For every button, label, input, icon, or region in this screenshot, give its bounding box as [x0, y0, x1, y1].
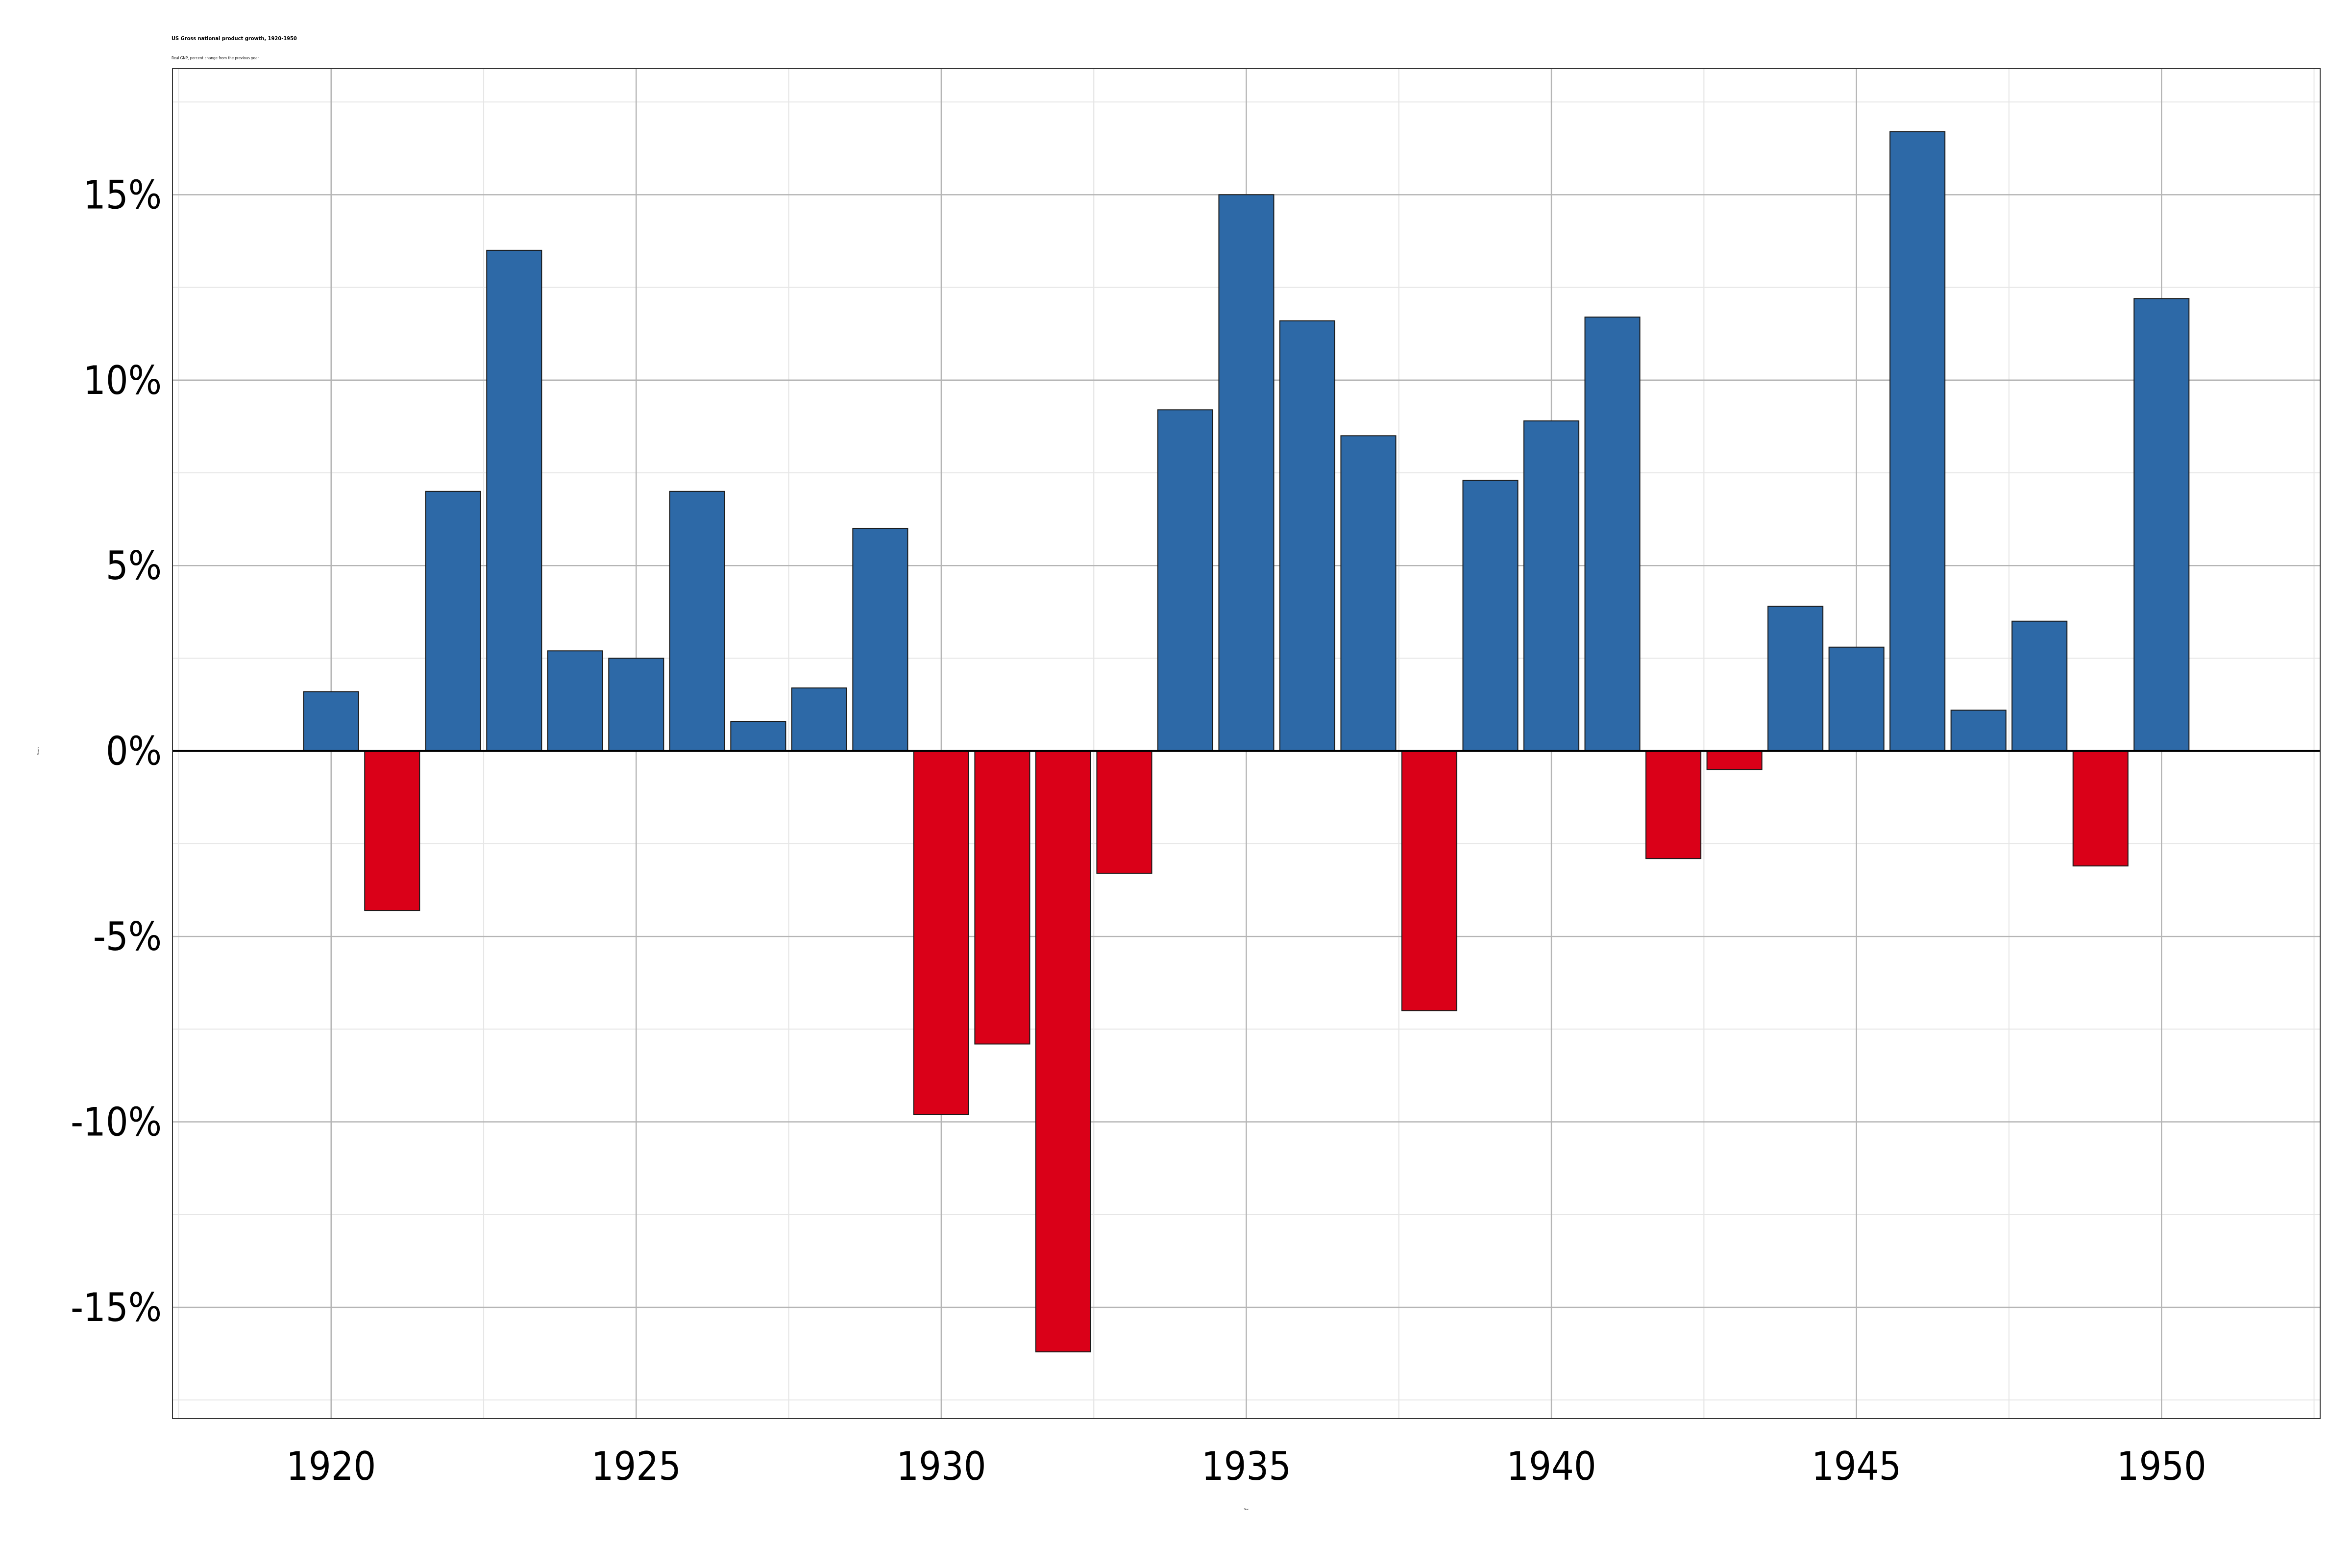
chart-subtitle: Real GNP, percent change from the previo…	[172, 56, 259, 60]
y-tick-label: -5%	[93, 914, 162, 959]
bar-1942	[1645, 750, 1702, 859]
bar-1949	[2072, 750, 2129, 867]
bar-1932	[1035, 750, 1091, 1352]
bar-1947	[1950, 710, 2007, 752]
y-tick-label: -15%	[71, 1285, 162, 1330]
bar-1940	[1523, 420, 1580, 752]
x-tick-label: 1920	[286, 1444, 376, 1489]
bar-1933	[1096, 750, 1152, 874]
bar-1934	[1157, 409, 1214, 752]
y-tick-label: 5%	[106, 543, 162, 588]
y-tick-labels: -15% -10% -5% 0% 5% 10% 15%	[71, 172, 162, 1330]
y-tick-label: 15%	[83, 172, 162, 218]
bar-1946	[1889, 131, 1946, 752]
bar-1921	[364, 750, 420, 911]
chart-title: US Gross national product growth, 1920-1…	[172, 35, 297, 42]
bar-1945	[1828, 646, 1885, 752]
bar-1924	[547, 650, 603, 752]
bar-1920	[303, 691, 359, 752]
bar-1950	[2133, 298, 2190, 752]
y-tick-label: -10%	[71, 1100, 162, 1145]
y-tick-label: 0%	[106, 729, 162, 774]
x-tick-label: 1935	[1201, 1444, 1291, 1489]
bar-1936	[1279, 320, 1336, 752]
bar-1937	[1340, 435, 1396, 752]
bar-1943	[1706, 750, 1763, 770]
plot-frame	[172, 68, 2321, 1419]
x-tick-label: 1945	[1812, 1444, 1901, 1489]
bar-1941	[1584, 317, 1641, 752]
bar-1922	[425, 490, 481, 752]
x-axis-label: Year	[1244, 1508, 1249, 1511]
bar-1931	[974, 750, 1030, 1045]
x-tick-label: 1950	[2117, 1444, 2206, 1489]
bar-1938	[1401, 750, 1458, 1011]
bar-1930	[913, 750, 969, 1115]
bar-1928	[791, 687, 847, 752]
y-axis-label: Growth	[37, 747, 40, 755]
bar-1939	[1462, 480, 1519, 752]
bar-1935	[1218, 194, 1274, 752]
bars-group	[303, 131, 2190, 1352]
x-tick-labels: 1920 1925 1930 1935 1940 1945 1950	[286, 1444, 2206, 1489]
bar-1948	[2011, 620, 2068, 752]
x-tick-label: 1930	[896, 1444, 986, 1489]
y-tick-label: 10%	[83, 358, 162, 403]
bar-1926	[669, 490, 725, 752]
bar-1925	[608, 658, 664, 752]
bar-1927	[730, 721, 786, 752]
bar-1929	[852, 528, 908, 752]
x-tick-label: 1940	[1507, 1444, 1596, 1489]
bar-1944	[1767, 606, 1824, 752]
bar-1923	[486, 249, 542, 752]
x-tick-label: 1925	[591, 1444, 681, 1489]
